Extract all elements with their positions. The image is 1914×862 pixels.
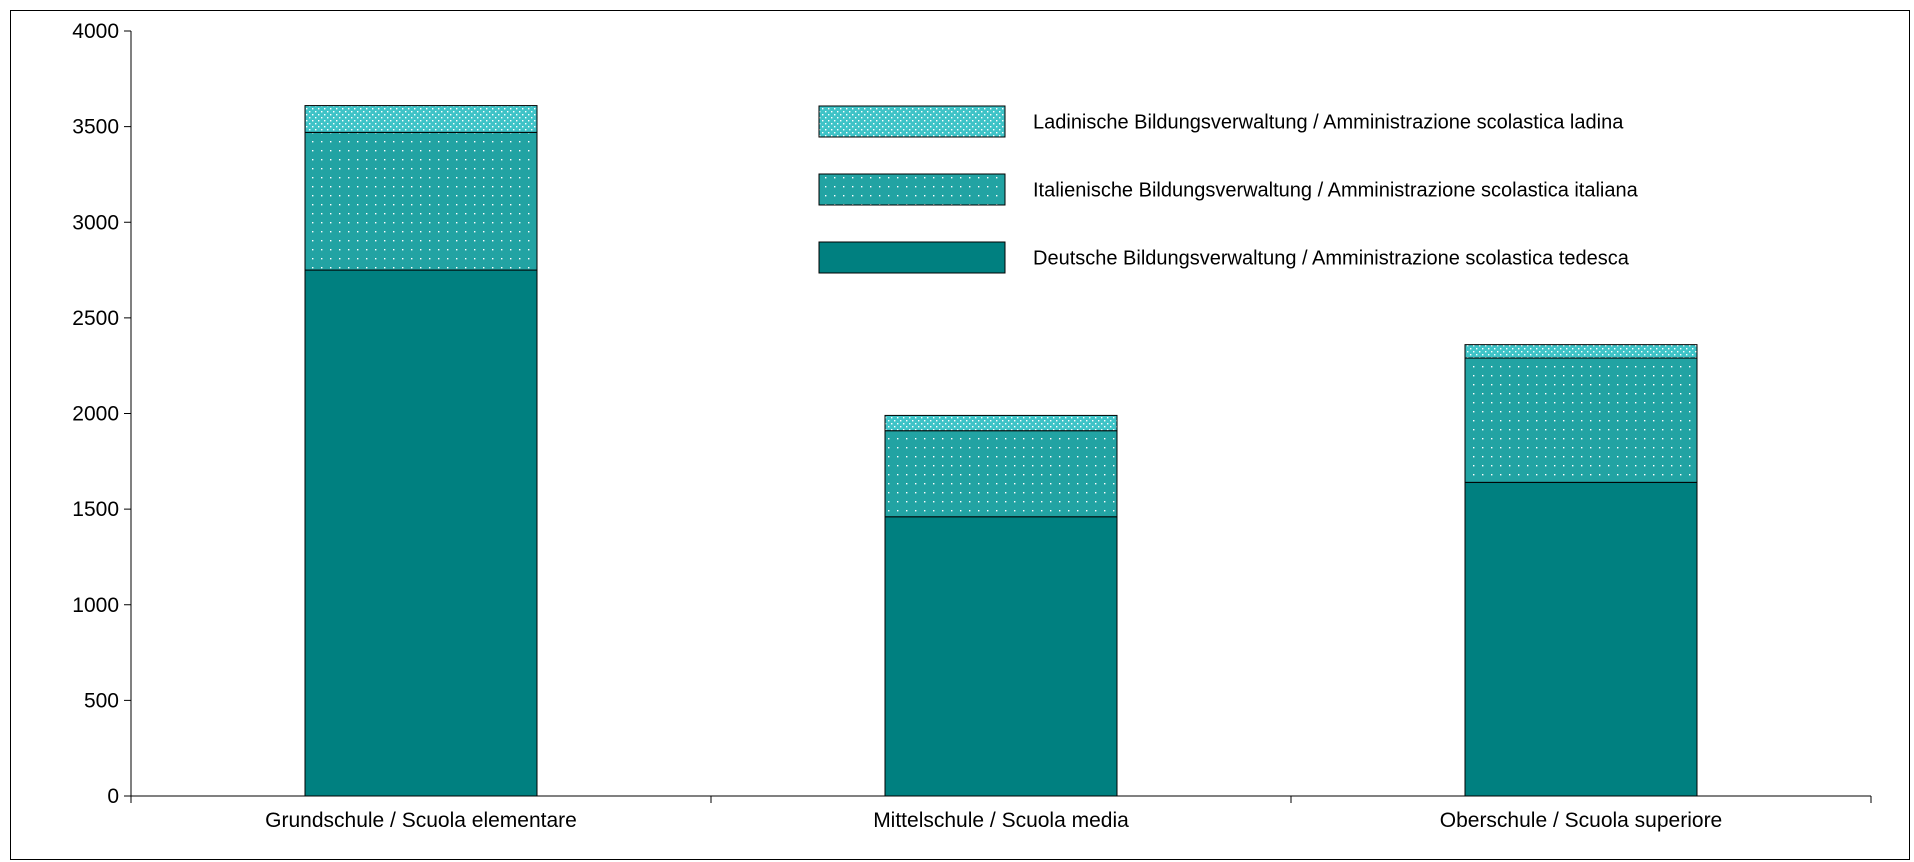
bar-segment-series1 (885, 431, 1117, 517)
bar-segment-series2 (885, 415, 1117, 430)
y-tick-label: 3000 (72, 211, 119, 234)
bar-segment-series2 (305, 106, 537, 133)
bar-segment-series0 (305, 270, 537, 796)
y-tick-label: 1000 (72, 594, 119, 617)
x-category-label: Mittelschule / Scuola media (873, 809, 1129, 832)
bar-segment-series1 (305, 132, 537, 270)
x-category-label: Oberschule / Scuola superiore (1440, 809, 1723, 832)
x-axis: Grundschule / Scuola elementare Mittelsch… (131, 796, 1871, 832)
bar-segment-series2 (1465, 345, 1697, 358)
stacked-bar-chart: 0 500 1000 1500 2000 2500 3000 3500 4000 Grundsc… (11, 11, 1911, 861)
y-tick-label: 500 (84, 689, 119, 712)
legend: Ladinische Bildungsverwaltung / Amminist… (819, 106, 1639, 273)
y-tick-label: 0 (107, 785, 119, 808)
legend-label: Italienische Bildungsverwaltung / Ammini… (1033, 180, 1639, 202)
bar-segment-series1 (1465, 358, 1697, 482)
bar-segment-series0 (885, 517, 1117, 796)
x-category-label: Grundschule / Scuola elementare (265, 809, 577, 832)
y-axis: 0 500 1000 1500 2000 2500 3000 3500 4000 (72, 20, 131, 808)
y-tick-label: 3500 (72, 116, 119, 139)
legend-swatch (819, 174, 1005, 205)
chart-area: 0 500 1000 1500 2000 2500 3000 3500 4000 Grundsc… (10, 10, 1910, 860)
legend-label: Ladinische Bildungsverwaltung / Amminist… (1033, 112, 1624, 134)
bar-segment-series0 (1465, 482, 1697, 796)
bars (305, 106, 1697, 796)
legend-label: Deutsche Bildungsverwaltung / Amministra… (1033, 248, 1630, 270)
y-tick-label: 4000 (72, 20, 119, 43)
y-tick-label: 2500 (72, 307, 119, 330)
legend-swatch (819, 242, 1005, 273)
legend-swatch (819, 106, 1005, 137)
y-tick-label: 1500 (72, 498, 119, 521)
y-tick-label: 2000 (72, 403, 119, 426)
